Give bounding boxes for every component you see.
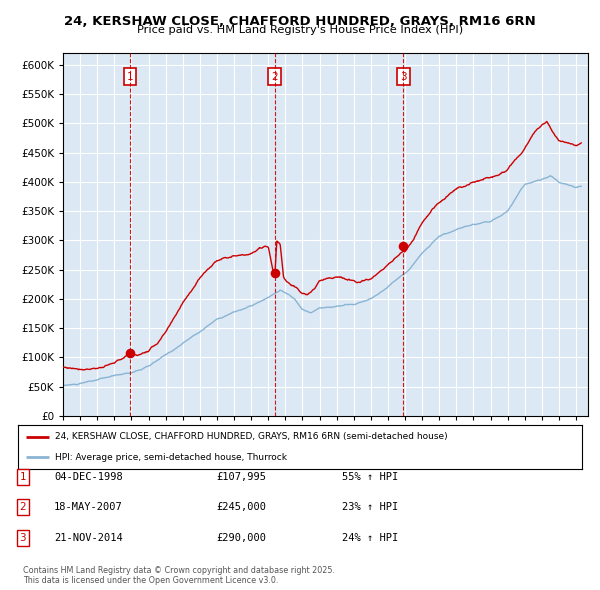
- Text: £245,000: £245,000: [216, 503, 266, 512]
- Text: 24% ↑ HPI: 24% ↑ HPI: [342, 533, 398, 543]
- Text: 23% ↑ HPI: 23% ↑ HPI: [342, 503, 398, 512]
- Text: HPI: Average price, semi-detached house, Thurrock: HPI: Average price, semi-detached house,…: [55, 453, 287, 461]
- Point: [398, 241, 408, 251]
- Text: 3: 3: [19, 533, 26, 543]
- Text: Contains HM Land Registry data © Crown copyright and database right 2025.
This d: Contains HM Land Registry data © Crown c…: [23, 566, 335, 585]
- Text: £107,995: £107,995: [216, 472, 266, 481]
- Text: 2: 2: [271, 71, 278, 81]
- Text: 3: 3: [400, 71, 406, 81]
- Text: 1: 1: [127, 71, 133, 81]
- Text: 55% ↑ HPI: 55% ↑ HPI: [342, 472, 398, 481]
- Text: 24, KERSHAW CLOSE, CHAFFORD HUNDRED, GRAYS, RM16 6RN: 24, KERSHAW CLOSE, CHAFFORD HUNDRED, GRA…: [64, 15, 536, 28]
- Text: 2: 2: [19, 503, 26, 512]
- Text: 21-NOV-2014: 21-NOV-2014: [54, 533, 123, 543]
- Text: 18-MAY-2007: 18-MAY-2007: [54, 503, 123, 512]
- Text: 1: 1: [19, 472, 26, 481]
- Point: [125, 348, 135, 358]
- Text: 24, KERSHAW CLOSE, CHAFFORD HUNDRED, GRAYS, RM16 6RN (semi-detached house): 24, KERSHAW CLOSE, CHAFFORD HUNDRED, GRA…: [55, 432, 447, 441]
- Text: Price paid vs. HM Land Registry's House Price Index (HPI): Price paid vs. HM Land Registry's House …: [137, 25, 463, 35]
- Text: 04-DEC-1998: 04-DEC-1998: [54, 472, 123, 481]
- Point: [270, 268, 280, 277]
- Text: £290,000: £290,000: [216, 533, 266, 543]
